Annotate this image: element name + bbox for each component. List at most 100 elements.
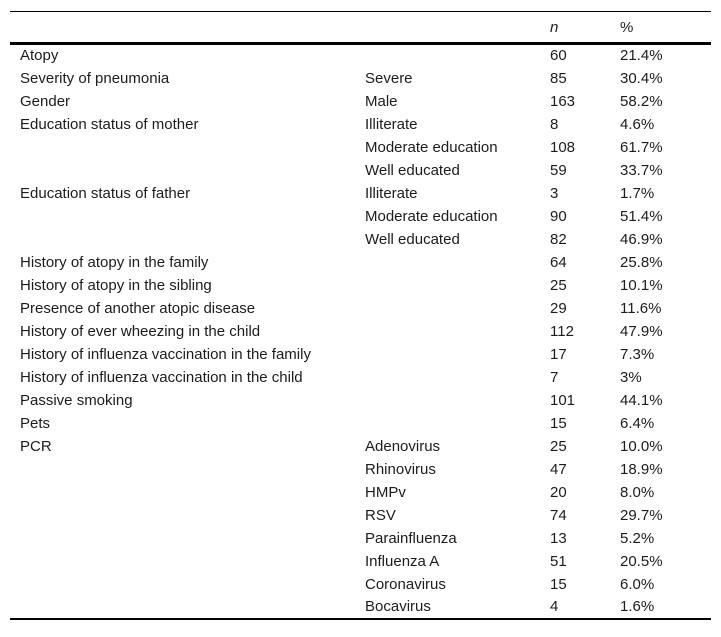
cell-n: 74: [550, 506, 567, 524]
cell-category: Passive smoking: [20, 391, 133, 409]
table-row: Presence of another atopic disease 29 11…: [10, 297, 711, 320]
cell-category: History of influenza vaccination in the …: [20, 368, 303, 386]
cell-subcategory: [365, 274, 550, 297]
cell-percent: 46.9%: [620, 230, 663, 248]
table-row: Passive smoking 101 44.1%: [10, 389, 711, 412]
cell-percent: 11.6%: [620, 299, 662, 317]
cell-percent: 47.9%: [620, 322, 663, 340]
cell-subcategory: Moderate education: [365, 138, 498, 156]
table-row: Pets 15 6.4%: [10, 412, 711, 435]
table-row: Atopy 60 21.4%: [10, 44, 711, 67]
table-row: PCR Adenovirus 25 10.0%: [10, 435, 711, 458]
cell-percent: 6.0%: [620, 575, 655, 593]
cell-subcategory: [365, 366, 550, 389]
cell-percent: 44.1%: [620, 391, 663, 409]
cell-subcategory: Adenovirus: [365, 437, 441, 455]
cell-n: 13: [550, 529, 567, 547]
cell-percent: 18.9%: [620, 460, 663, 478]
cell-subcategory: [365, 297, 550, 320]
cell-subcategory: Parainfluenza: [365, 529, 457, 547]
cell-category: [10, 136, 365, 159]
cell-category: History of atopy in the sibling: [20, 276, 212, 294]
cell-category: Education status of mother: [20, 115, 199, 133]
cell-percent: 7.3%: [620, 345, 655, 363]
cell-category: [10, 205, 365, 228]
table-row: History of influenza vaccination in the …: [10, 366, 711, 389]
cell-subcategory: Moderate education: [365, 207, 498, 225]
cell-subcategory: [365, 320, 550, 343]
cell-category: [10, 527, 365, 550]
cell-category: PCR: [20, 437, 52, 455]
table-row: Parainfluenza 13 5.2%: [10, 527, 711, 550]
table-row: Moderate education 90 51.4%: [10, 205, 711, 228]
table-row: History of influenza vaccination in the …: [10, 343, 711, 366]
table-row: Moderate education 108 61.7%: [10, 136, 711, 159]
cell-n: 112: [550, 322, 574, 340]
cell-n: 3: [550, 184, 559, 202]
cell-category: [10, 159, 365, 182]
table-header: n %: [10, 11, 711, 44]
cell-n: 59: [550, 161, 567, 179]
cell-category: History of atopy in the family: [20, 253, 209, 271]
cell-subcategory: [365, 343, 550, 366]
column-header-percent: %: [620, 18, 634, 36]
cell-percent: 21.4%: [620, 47, 663, 65]
cell-n: 29: [550, 299, 567, 317]
table-row: Well educated 82 46.9%: [10, 228, 711, 251]
cell-category: [10, 504, 365, 527]
cell-category: Education status of father: [20, 184, 191, 202]
cell-category: [10, 228, 365, 251]
cell-subcategory: Bocavirus: [365, 598, 431, 615]
table-row: History of atopy in the family 64 25.8%: [10, 251, 711, 274]
table-row: Rhinovirus 47 18.9%: [10, 458, 711, 481]
cell-subcategory: [365, 251, 550, 274]
cell-subcategory: Male: [365, 92, 398, 110]
cell-percent: 25.8%: [620, 253, 663, 271]
cell-percent: 33.7%: [620, 161, 663, 179]
cell-category: [10, 550, 365, 573]
cell-percent: 20.5%: [620, 552, 663, 570]
table-row: Influenza A 51 20.5%: [10, 550, 711, 573]
cell-category: Atopy: [20, 47, 59, 65]
cell-n: 15: [550, 414, 567, 432]
cell-subcategory: [365, 44, 550, 67]
cell-n: 64: [550, 253, 567, 271]
table-row: Education status of mother Illiterate 8 …: [10, 113, 711, 136]
cell-n: 90: [550, 207, 567, 225]
table-row: Severity of pneumonia Severe 85 30.4%: [10, 67, 711, 90]
cell-subcategory: HMPv: [365, 483, 406, 501]
cell-subcategory: Rhinovirus: [365, 460, 436, 478]
cell-n: 51: [550, 552, 567, 570]
cell-subcategory: Coronavirus: [365, 575, 446, 593]
cell-subcategory: Illiterate: [365, 184, 418, 202]
table-row: History of ever wheezing in the child 11…: [10, 320, 711, 343]
cell-category: History of influenza vaccination in the …: [20, 345, 311, 363]
cell-category: [10, 458, 365, 481]
cell-subcategory: Well educated: [365, 230, 460, 248]
table-row: HMPv 20 8.0%: [10, 481, 711, 504]
cell-n: 15: [550, 575, 567, 593]
cell-subcategory: [365, 412, 550, 435]
cell-category: [10, 573, 365, 596]
cell-subcategory: RSV: [365, 506, 396, 524]
cell-subcategory: Well educated: [365, 161, 460, 179]
cell-n: 101: [550, 391, 576, 409]
cell-n: 20: [550, 483, 567, 501]
column-header-category: [10, 12, 365, 44]
cell-n: 8: [550, 115, 559, 133]
column-header-subcategory: [365, 12, 550, 44]
cell-n: 163: [550, 92, 576, 110]
cell-n: 108: [550, 138, 576, 156]
cell-n: 47: [550, 460, 567, 478]
cell-n: 7: [550, 368, 559, 386]
header-row: n %: [10, 11, 711, 44]
table-body: Atopy 60 21.4% Severity of pneumonia Sev…: [10, 44, 711, 619]
cell-percent: 61.7%: [620, 138, 663, 156]
column-header-n: n: [550, 18, 559, 36]
cell-percent: 10.0%: [620, 437, 663, 455]
cell-percent: 1.6%: [620, 598, 655, 615]
cell-percent: 10.1%: [620, 276, 663, 294]
cell-percent: 30.4%: [620, 69, 663, 87]
cell-percent: 1.7%: [620, 184, 655, 202]
cell-category: [10, 596, 365, 619]
